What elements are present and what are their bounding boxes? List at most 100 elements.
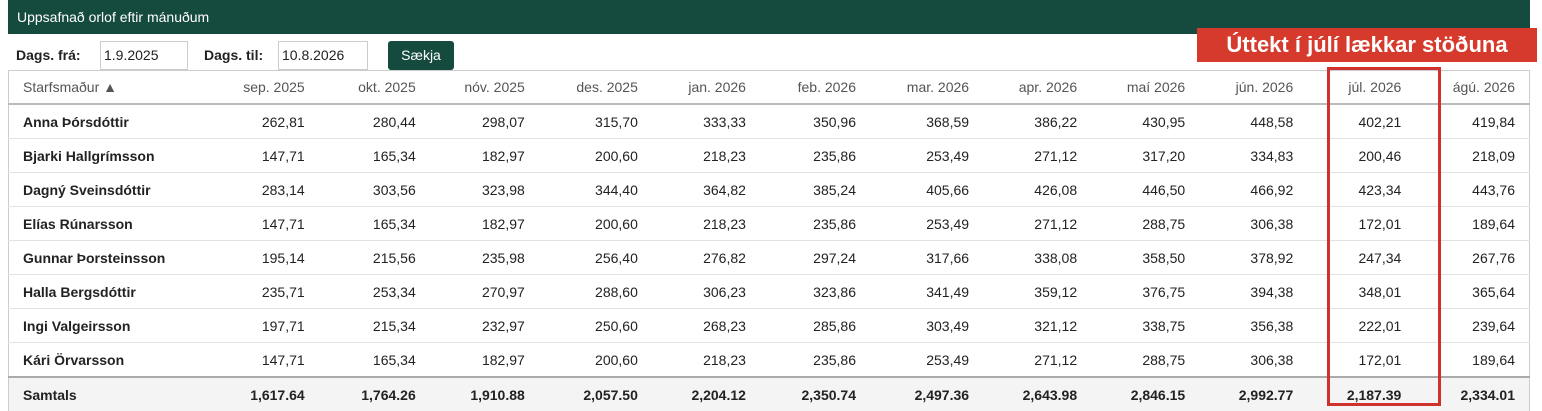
cell: 333,33 — [651, 104, 760, 139]
cell: 147,71 — [210, 138, 319, 173]
from-input[interactable]: 1.9.2025 — [100, 41, 188, 70]
cell: 297,24 — [759, 240, 870, 275]
cell: 423,34 — [1307, 172, 1416, 207]
column-header: júl. 2026 — [1307, 70, 1416, 105]
total-cell: 1,617.64 — [210, 376, 319, 411]
cell: 271,12 — [983, 342, 1092, 378]
column-header: jún. 2026 — [1199, 70, 1308, 105]
cell: 364,82 — [651, 172, 760, 207]
cell: 172,01 — [1307, 206, 1416, 241]
cell: 385,24 — [759, 172, 870, 207]
table-row: Kári Örvarsson 147,71 165,34 182,97 200,60 21… — [8, 342, 1530, 378]
total-cell: 2,497.36 — [870, 376, 984, 411]
cell: 443,76 — [1415, 172, 1530, 207]
cell: 197,71 — [210, 308, 319, 343]
table-row: Ingi Valgeirsson 197,71 215,34 232,97 250,60… — [8, 308, 1530, 343]
column-header: maí 2026 — [1091, 70, 1200, 105]
cell: 235,98 — [429, 240, 539, 275]
highlight-box — [1327, 67, 1441, 406]
total-cell: 1,910.88 — [429, 376, 539, 411]
total-label: Samtals — [8, 376, 211, 411]
cell: 276,82 — [651, 240, 760, 275]
cell: 402,21 — [1307, 104, 1416, 139]
cell: 378,92 — [1199, 240, 1308, 275]
annotation: Úttekt í júlí lækkar stöðuna — [1197, 28, 1537, 62]
cell: 341,49 — [870, 274, 984, 309]
cell: 189,64 — [1415, 342, 1530, 378]
cell: 323,86 — [759, 274, 870, 309]
cell: 256,40 — [538, 240, 652, 275]
cell: 218,23 — [651, 138, 760, 173]
table-row: Halla Bergsdóttir 235,71 253,34 270,97 288,6… — [8, 274, 1530, 309]
cell: 235,86 — [759, 342, 870, 378]
employee-name: Dagný Sveinsdóttir — [8, 172, 211, 207]
header-row: Starfsmaður ▲ sep. 2025 okt. 2025 nóv. 2025… — [8, 70, 1530, 105]
column-header: feb. 2026 — [759, 70, 870, 105]
cell: 285,86 — [759, 308, 870, 343]
column-header: apr. 2026 — [983, 70, 1092, 105]
cell: 270,97 — [429, 274, 539, 309]
cell: 321,12 — [983, 308, 1092, 343]
total-cell: 2,643.98 — [983, 376, 1092, 411]
total-cell: 2,350.74 — [759, 376, 870, 411]
cell: 448,58 — [1199, 104, 1308, 139]
cell: 365,64 — [1415, 274, 1530, 309]
table-row: Bjarki Hallgrímsson 147,71 165,34 182,97 200… — [8, 138, 1530, 173]
cell: 232,97 — [429, 308, 539, 343]
cell: 222,01 — [1307, 308, 1416, 343]
cell: 394,38 — [1199, 274, 1308, 309]
cell: 306,23 — [651, 274, 760, 309]
cell: 338,08 — [983, 240, 1092, 275]
cell: 165,34 — [318, 342, 430, 378]
total-cell: 2,992.77 — [1199, 376, 1308, 411]
cell: 430,95 — [1091, 104, 1200, 139]
column-header: nóv. 2025 — [429, 70, 539, 105]
cell: 182,97 — [429, 138, 539, 173]
cell: 358,50 — [1091, 240, 1200, 275]
cell: 253,49 — [870, 138, 984, 173]
cell: 306,38 — [1199, 206, 1308, 241]
total-cell: 2,846.15 — [1091, 376, 1200, 411]
cell: 334,83 — [1199, 138, 1308, 173]
cell: 147,71 — [210, 342, 319, 378]
cell: 466,92 — [1199, 172, 1308, 207]
cell: 271,12 — [983, 206, 1092, 241]
to-input[interactable]: 10.8.2026 — [278, 41, 368, 70]
cell: 348,01 — [1307, 274, 1416, 309]
cell: 323,98 — [429, 172, 539, 207]
cell: 218,09 — [1415, 138, 1530, 173]
employee-name: Elías Rúnarsson — [8, 206, 211, 241]
cell: 271,12 — [983, 138, 1092, 173]
cell: 215,34 — [318, 308, 430, 343]
employee-name: Kári Örvarsson — [8, 342, 211, 378]
cell: 317,20 — [1091, 138, 1200, 173]
cell: 247,34 — [1307, 240, 1416, 275]
cell: 288,75 — [1091, 342, 1200, 378]
total-row: Samtals 1,617.64 1,764.26 1,910.88 2,057.50 2… — [8, 376, 1530, 411]
column-header: ágú. 2026 — [1415, 70, 1530, 105]
cell: 303,49 — [870, 308, 984, 343]
cell: 235,86 — [759, 206, 870, 241]
employee-name: Anna Þórsdóttir — [8, 104, 211, 139]
cell: 200,60 — [538, 342, 652, 378]
cell: 280,44 — [318, 104, 430, 139]
cell: 356,38 — [1199, 308, 1308, 343]
cell: 368,59 — [870, 104, 984, 139]
leave-table: Starfsmaður ▲ sep. 2025 okt. 2025 nóv. 2025… — [8, 70, 1530, 411]
table-row: Anna Þórsdóttir 262,81 280,44 298,07 315,70 3… — [8, 104, 1530, 139]
cell: 200,46 — [1307, 138, 1416, 173]
column-header[interactable]: Starfsmaður ▲ — [8, 70, 211, 105]
cell: 386,22 — [983, 104, 1092, 139]
table-row: Dagný Sveinsdóttir 283,14 303,56 323,98 344,… — [8, 172, 1530, 207]
cell: 172,01 — [1307, 342, 1416, 378]
fetch-button[interactable]: Sækja — [388, 41, 454, 70]
to-label: Dags. til: — [204, 47, 264, 63]
cell: 262,81 — [210, 104, 319, 139]
cell: 218,23 — [651, 206, 760, 241]
cell: 446,50 — [1091, 172, 1200, 207]
cell: 182,97 — [429, 342, 539, 378]
cell: 235,86 — [759, 138, 870, 173]
cell: 419,84 — [1415, 104, 1530, 139]
employee-name: Halla Bergsdóttir — [8, 274, 211, 309]
